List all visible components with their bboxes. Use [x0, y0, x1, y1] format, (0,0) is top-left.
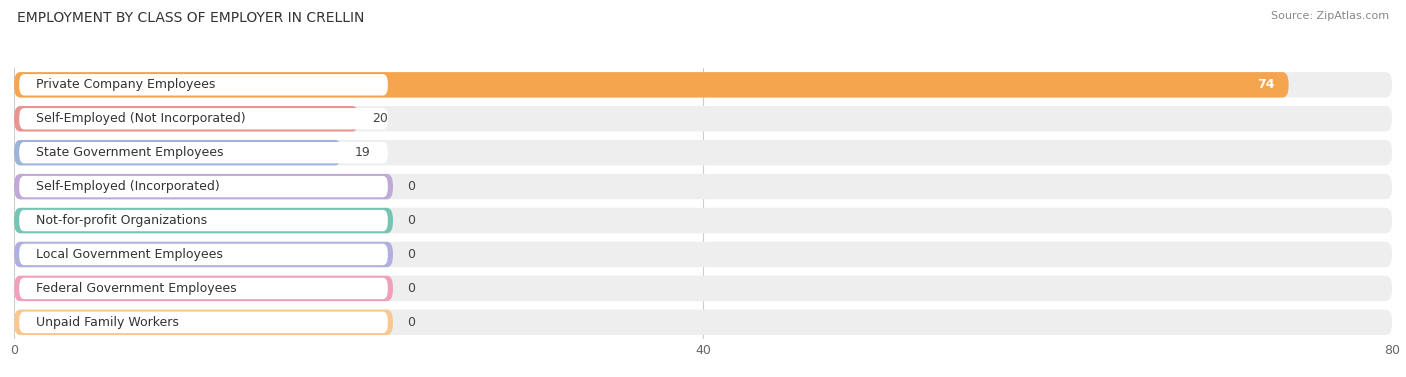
- Text: EMPLOYMENT BY CLASS OF EMPLOYER IN CRELLIN: EMPLOYMENT BY CLASS OF EMPLOYER IN CRELL…: [17, 11, 364, 25]
- Text: Not-for-profit Organizations: Not-for-profit Organizations: [37, 214, 208, 227]
- Text: State Government Employees: State Government Employees: [37, 146, 224, 159]
- Text: 74: 74: [1257, 78, 1275, 91]
- FancyBboxPatch shape: [14, 208, 394, 233]
- Text: Self-Employed (Incorporated): Self-Employed (Incorporated): [37, 180, 221, 193]
- FancyBboxPatch shape: [14, 106, 1392, 132]
- FancyBboxPatch shape: [14, 276, 394, 301]
- FancyBboxPatch shape: [14, 242, 394, 267]
- FancyBboxPatch shape: [20, 176, 388, 197]
- FancyBboxPatch shape: [14, 310, 1392, 335]
- Text: Local Government Employees: Local Government Employees: [37, 248, 224, 261]
- FancyBboxPatch shape: [14, 310, 394, 335]
- Text: 0: 0: [406, 248, 415, 261]
- FancyBboxPatch shape: [20, 210, 388, 231]
- FancyBboxPatch shape: [14, 174, 1392, 199]
- Text: Unpaid Family Workers: Unpaid Family Workers: [37, 316, 180, 329]
- Text: Private Company Employees: Private Company Employees: [37, 78, 217, 91]
- FancyBboxPatch shape: [20, 108, 388, 129]
- FancyBboxPatch shape: [20, 278, 388, 299]
- Text: 0: 0: [406, 214, 415, 227]
- FancyBboxPatch shape: [14, 140, 1392, 166]
- FancyBboxPatch shape: [20, 74, 388, 95]
- Text: 19: 19: [356, 146, 371, 159]
- Text: Source: ZipAtlas.com: Source: ZipAtlas.com: [1271, 11, 1389, 21]
- FancyBboxPatch shape: [14, 106, 359, 132]
- Text: Federal Government Employees: Federal Government Employees: [37, 282, 238, 295]
- Text: Self-Employed (Not Incorporated): Self-Employed (Not Incorporated): [37, 112, 246, 125]
- FancyBboxPatch shape: [14, 242, 1392, 267]
- Text: 20: 20: [373, 112, 388, 125]
- Text: 0: 0: [406, 180, 415, 193]
- Text: 0: 0: [406, 316, 415, 329]
- FancyBboxPatch shape: [14, 208, 1392, 233]
- FancyBboxPatch shape: [14, 276, 1392, 301]
- FancyBboxPatch shape: [14, 72, 1392, 98]
- FancyBboxPatch shape: [14, 72, 1289, 98]
- FancyBboxPatch shape: [14, 174, 394, 199]
- FancyBboxPatch shape: [20, 142, 388, 163]
- FancyBboxPatch shape: [14, 140, 342, 166]
- FancyBboxPatch shape: [20, 244, 388, 265]
- FancyBboxPatch shape: [20, 312, 388, 333]
- Text: 0: 0: [406, 282, 415, 295]
